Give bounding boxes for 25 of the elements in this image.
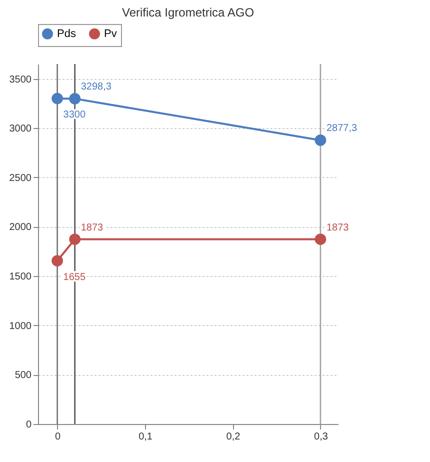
point	[52, 92, 63, 104]
data-label: 1873	[80, 222, 104, 234]
legend-label: Pv	[104, 28, 118, 40]
data-label: 2877,3	[326, 123, 358, 134]
y-tick-label: 1500	[9, 272, 32, 283]
point	[69, 234, 81, 245]
data-label: 1873	[326, 222, 350, 234]
point	[314, 234, 326, 245]
point	[52, 255, 63, 266]
x-tick-label: 0	[55, 432, 62, 442]
x-tick-label: 0,1	[138, 432, 153, 442]
y-tick-label: 2000	[9, 222, 32, 234]
y-tick-label: 2500	[9, 172, 32, 184]
legend-label: Pds	[57, 28, 76, 40]
chart-title: Verifica Igrometrica AGO	[122, 6, 254, 20]
y-tick-label: 3500	[9, 74, 32, 86]
data-label: 3298,3	[80, 82, 112, 93]
y-tick-label: 3000	[9, 124, 32, 135]
x-tick-label: 0,2	[226, 432, 241, 442]
y-tick-label: 0	[26, 420, 32, 430]
point	[314, 134, 326, 146]
point	[69, 93, 81, 104]
y-tick-label: 1000	[9, 320, 32, 332]
y-tick-label: 500	[14, 370, 32, 382]
x-tick-label: 0,3	[314, 432, 328, 442]
